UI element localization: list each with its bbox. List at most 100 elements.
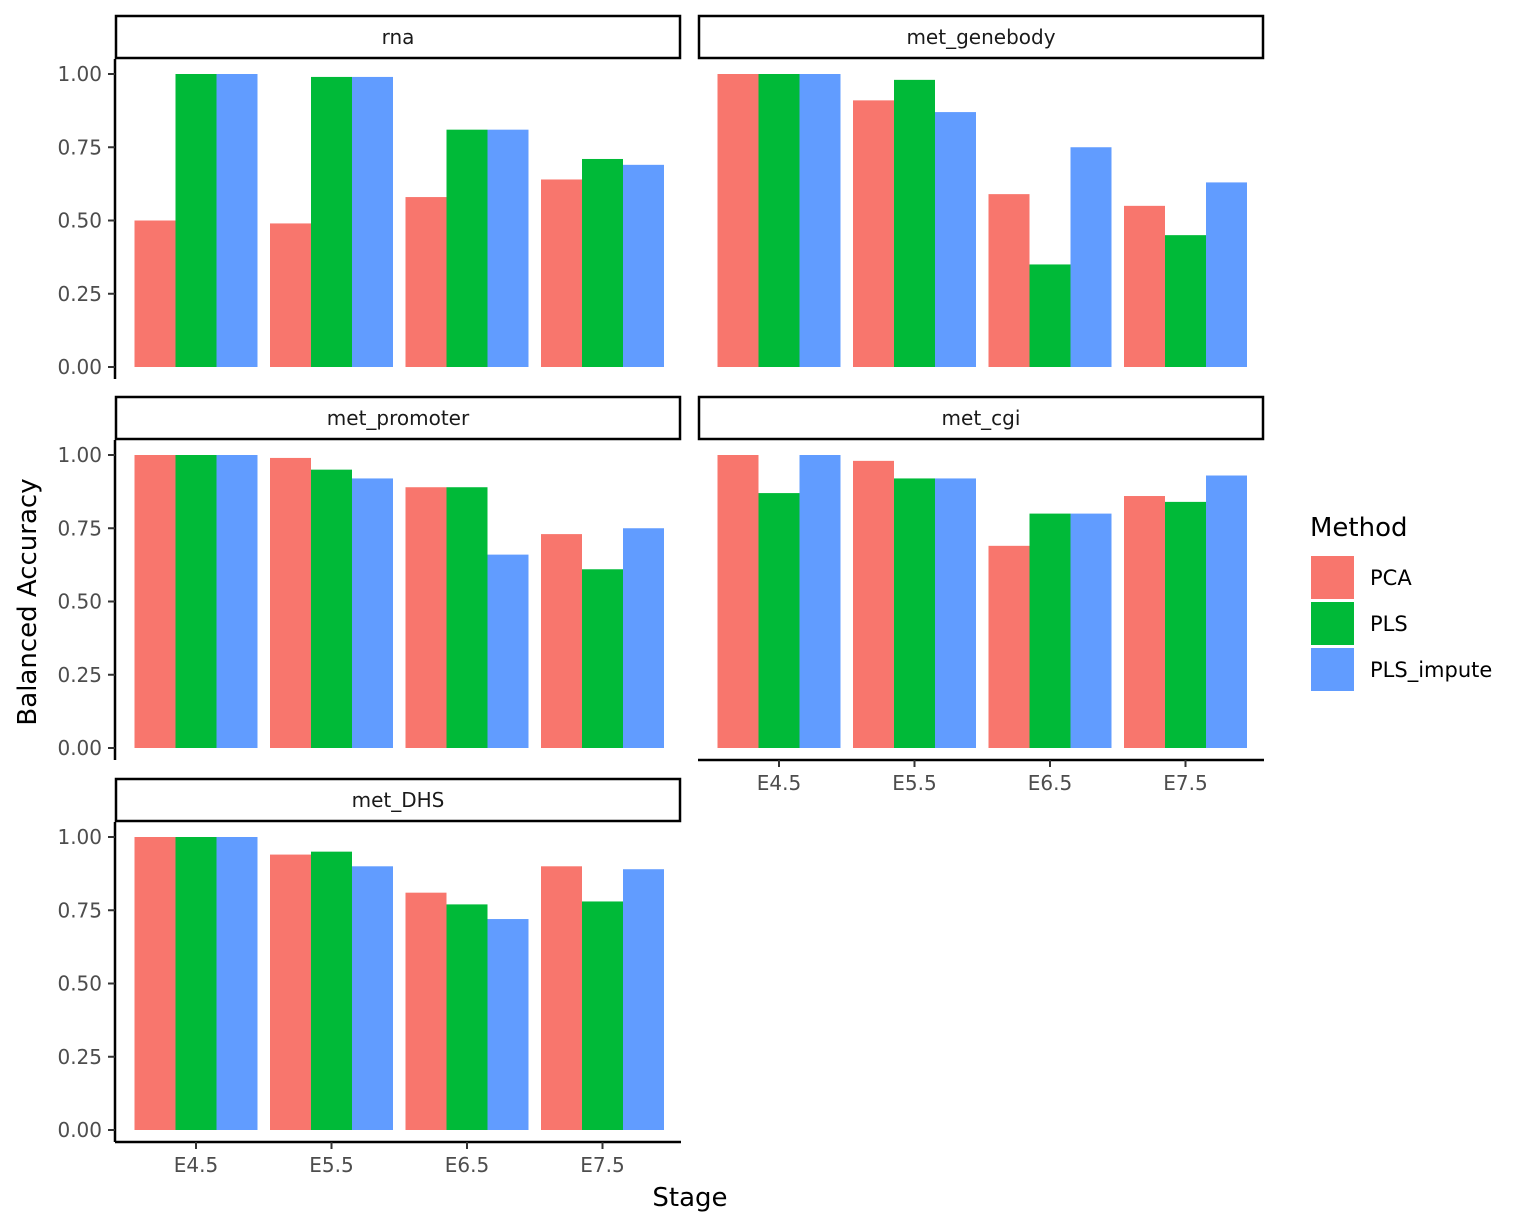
bar-PCA-E4.5 <box>717 455 759 748</box>
bar-PLS_impute-E6.5 <box>1070 513 1112 748</box>
y-tick-label: 0.00 <box>57 736 102 760</box>
bar-PLS-E7.5 <box>1165 501 1206 748</box>
bar-PLS-E5.5 <box>311 851 352 1130</box>
bar-PCA-E4.5 <box>134 455 176 748</box>
bar-PLS-E6.5 <box>446 129 488 367</box>
x-tick-label: E4.5 <box>174 1153 218 1177</box>
bar-PLS_impute-E5.5 <box>352 76 393 368</box>
strip-title: met_promoter <box>327 406 470 430</box>
bar-PCA-E7.5 <box>541 534 582 748</box>
bar-PCA-E5.5 <box>853 100 894 368</box>
legend-title: Method <box>1310 513 1408 543</box>
bar-PLS-E7.5 <box>582 158 623 367</box>
strip-title: rna <box>382 25 415 49</box>
bar-PLS_impute-E5.5 <box>352 478 393 748</box>
strip-box <box>114 14 682 60</box>
panel-met_cgi: met_cgi E4.5 E5.5 E6.5 E7.5 <box>697 395 1265 795</box>
x-tick-label: E7.5 <box>1163 771 1207 795</box>
panel-met_promoter: met_promoter 0.00 0.25 0.50 0.75 1.00 <box>57 395 682 760</box>
x-tick-label: E5.5 <box>892 771 936 795</box>
y-tick-label: 0.00 <box>57 1118 102 1142</box>
bar-PLS-E4.5 <box>175 74 217 367</box>
bar-PLS_impute-E4.5 <box>216 455 258 748</box>
bar-PLS-E4.5 <box>758 74 800 367</box>
bar-PLS_impute-E7.5 <box>1206 182 1247 367</box>
bar-PCA-E6.5 <box>988 194 1030 367</box>
bar-PLS-E7.5 <box>1165 235 1206 367</box>
bar-PLS_impute-E6.5 <box>1070 147 1112 367</box>
bar-PLS-E5.5 <box>311 469 352 748</box>
panel-rna: rna 0.00 0.25 0.50 0.75 1.00 <box>57 14 682 379</box>
strip-title: met_genebody <box>906 25 1055 49</box>
x-tick-label: E6.5 <box>1028 771 1072 795</box>
bar-PCA-E6.5 <box>988 545 1030 748</box>
y-tick-label: 0.75 <box>57 898 102 922</box>
x-tick-label: E6.5 <box>445 1153 489 1177</box>
y-tick-label: 0.50 <box>57 209 102 233</box>
bar-PLS-E7.5 <box>582 901 623 1130</box>
x-tick-label: E5.5 <box>309 1153 353 1177</box>
bar-PCA-E7.5 <box>541 179 582 367</box>
legend-items: PCA PLS PLS_impute <box>1311 556 1492 691</box>
bar-PLS-E6.5 <box>446 904 488 1130</box>
bar-PCA-E6.5 <box>405 487 447 748</box>
bar-PCA-E5.5 <box>270 854 311 1130</box>
legend-label: PLS <box>1370 612 1408 636</box>
bar-PLS-E4.5 <box>175 837 217 1130</box>
y-axis-title: Balanced Accuracy <box>13 478 43 725</box>
bar-PCA-E4.5 <box>134 220 176 367</box>
bar-PLS-E4.5 <box>175 455 217 748</box>
strip-title: met_cgi <box>942 406 1021 430</box>
bar-PCA-E5.5 <box>270 457 311 748</box>
bar-PLS-E6.5 <box>1029 264 1071 367</box>
bar-PLS-E5.5 <box>894 79 935 368</box>
bar-PLS_impute-E4.5 <box>216 837 258 1130</box>
y-tick-label: 1.00 <box>57 825 102 849</box>
bar-PLS-E4.5 <box>758 493 800 748</box>
bar-PCA-E5.5 <box>270 223 311 367</box>
bar-PLS-E7.5 <box>582 569 623 748</box>
bar-PLS_impute-E4.5 <box>799 74 841 367</box>
strip-box <box>114 777 682 823</box>
strip-box <box>697 395 1265 441</box>
y-tick-label: 0.25 <box>57 1045 102 1069</box>
legend-label: PCA <box>1370 566 1412 590</box>
x-axis-title: Stage <box>652 1183 727 1213</box>
bar-PCA-E4.5 <box>717 74 759 367</box>
legend-item-PLS_impute: PLS_impute <box>1311 648 1492 691</box>
bar-PLS_impute-E6.5 <box>487 919 529 1130</box>
legend-label: PLS_impute <box>1370 658 1492 683</box>
panels-layer: rna 0.00 0.25 0.50 0.75 1.00 met_genebody met_p… <box>57 14 1265 1177</box>
y-tick-label: 1.00 <box>57 443 102 467</box>
bar-PLS_impute-E5.5 <box>935 112 976 367</box>
y-tick-label: 0.25 <box>57 663 102 687</box>
bar-PLS_impute-E7.5 <box>623 164 664 367</box>
bar-PLS_impute-E5.5 <box>352 866 393 1130</box>
bar-PLS-E6.5 <box>1029 513 1071 748</box>
strip-box <box>114 395 682 441</box>
legend-swatch <box>1311 602 1354 645</box>
y-tick-label: 0.25 <box>57 282 102 306</box>
bar-PLS_impute-E5.5 <box>935 478 976 748</box>
bar-PLS-E5.5 <box>311 76 352 368</box>
bar-PLS_impute-E7.5 <box>623 869 664 1130</box>
legend-item-PCA: PCA <box>1311 556 1412 599</box>
bar-PCA-E7.5 <box>1124 496 1165 748</box>
panel-met_genebody: met_genebody <box>697 14 1265 368</box>
bar-PCA-E5.5 <box>853 460 894 748</box>
bar-PCA-E6.5 <box>405 197 447 367</box>
y-tick-label: 0.75 <box>57 135 102 159</box>
legend-item-PLS: PLS <box>1311 602 1408 645</box>
bar-PLS_impute-E6.5 <box>487 129 529 367</box>
x-tick-label: E7.5 <box>580 1153 624 1177</box>
panel-met_DHS: met_DHS 0.00 0.25 0.50 0.75 1.00 E4.5 E5.5 E6.5 E… <box>57 777 682 1177</box>
bar-PCA-E4.5 <box>134 837 176 1130</box>
bar-PLS-E5.5 <box>894 478 935 748</box>
bar-PLS-E6.5 <box>446 487 488 748</box>
bar-PLS_impute-E7.5 <box>1206 475 1247 748</box>
legend-swatch <box>1311 648 1354 691</box>
bar-PCA-E6.5 <box>405 892 447 1130</box>
bar-PLS_impute-E4.5 <box>216 74 258 367</box>
